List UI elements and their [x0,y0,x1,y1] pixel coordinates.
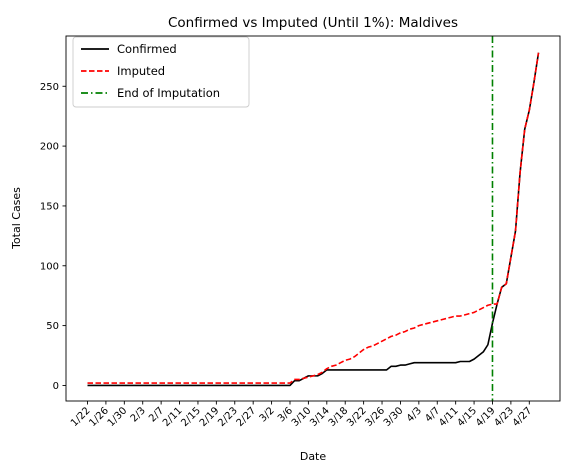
y-tick-label-150: 150 [40,202,59,213]
y-tick-label-100: 100 [40,261,59,272]
y-axis-label: Total Cases [10,187,23,250]
legend-box [72,36,250,108]
plot-frame [65,35,561,402]
series-layer [87,36,540,401]
x-axis-label: Date [300,450,327,463]
plot-area [87,36,540,401]
y-tick-label-0: 0 [53,381,59,392]
series-line-imputed [87,52,540,384]
chart-title: Confirmed vs Imputed (Until 1%): Maldive… [168,15,458,31]
y-tick-label-50: 50 [46,321,59,332]
y-axis: 0 50 100 150 200 250 [40,82,66,392]
legend-label-imputed: Imputed [117,64,165,78]
legend-label-end-of-imputation: End of Imputation [117,86,220,100]
y-tick-label-250: 250 [40,82,59,93]
y-tick-label-200: 200 [40,142,59,153]
legend: Confirmed Imputed End of Imputation [72,36,250,108]
legend-label-confirmed: Confirmed [117,42,177,56]
